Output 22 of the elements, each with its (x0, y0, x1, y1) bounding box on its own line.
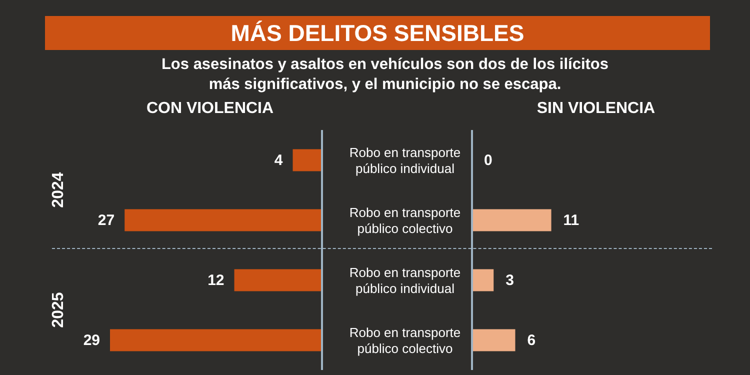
y-tick-label: Robo en transporte público colectivo (349, 205, 461, 236)
text: MÁS DELITOS SENSIBLES (45, 16, 710, 50)
bar (110, 329, 322, 352)
data-label: 12 (208, 272, 224, 290)
y-tick-label: Robo en transporte público individual (349, 265, 461, 296)
y-tick-label: Robo en transporte público colectivo (349, 325, 461, 356)
text: 2025 (50, 291, 68, 330)
text: Los asesinatos y asaltos en vehículos son dos de los ilícitos más significativos, y el municipio no se escapa. (160, 55, 610, 95)
data-label: 4 (274, 152, 284, 170)
y-tick-label: Robo en transporte público individual (349, 145, 461, 176)
data-label: 3 (506, 272, 514, 290)
bar (292, 149, 322, 172)
bar (124, 209, 322, 232)
data-label: 6 (527, 332, 536, 350)
x-axis-title: SIN VIOLENCIA (536, 100, 656, 118)
data-label: 29 (83, 332, 100, 350)
x-axis-title: CON VIOLENCIA (145, 100, 275, 118)
data-label: 11 (563, 212, 580, 230)
data-label: 0 (484, 152, 492, 170)
bar (234, 269, 322, 292)
text: 2024 (50, 171, 68, 210)
data-label: 27 (98, 212, 115, 230)
